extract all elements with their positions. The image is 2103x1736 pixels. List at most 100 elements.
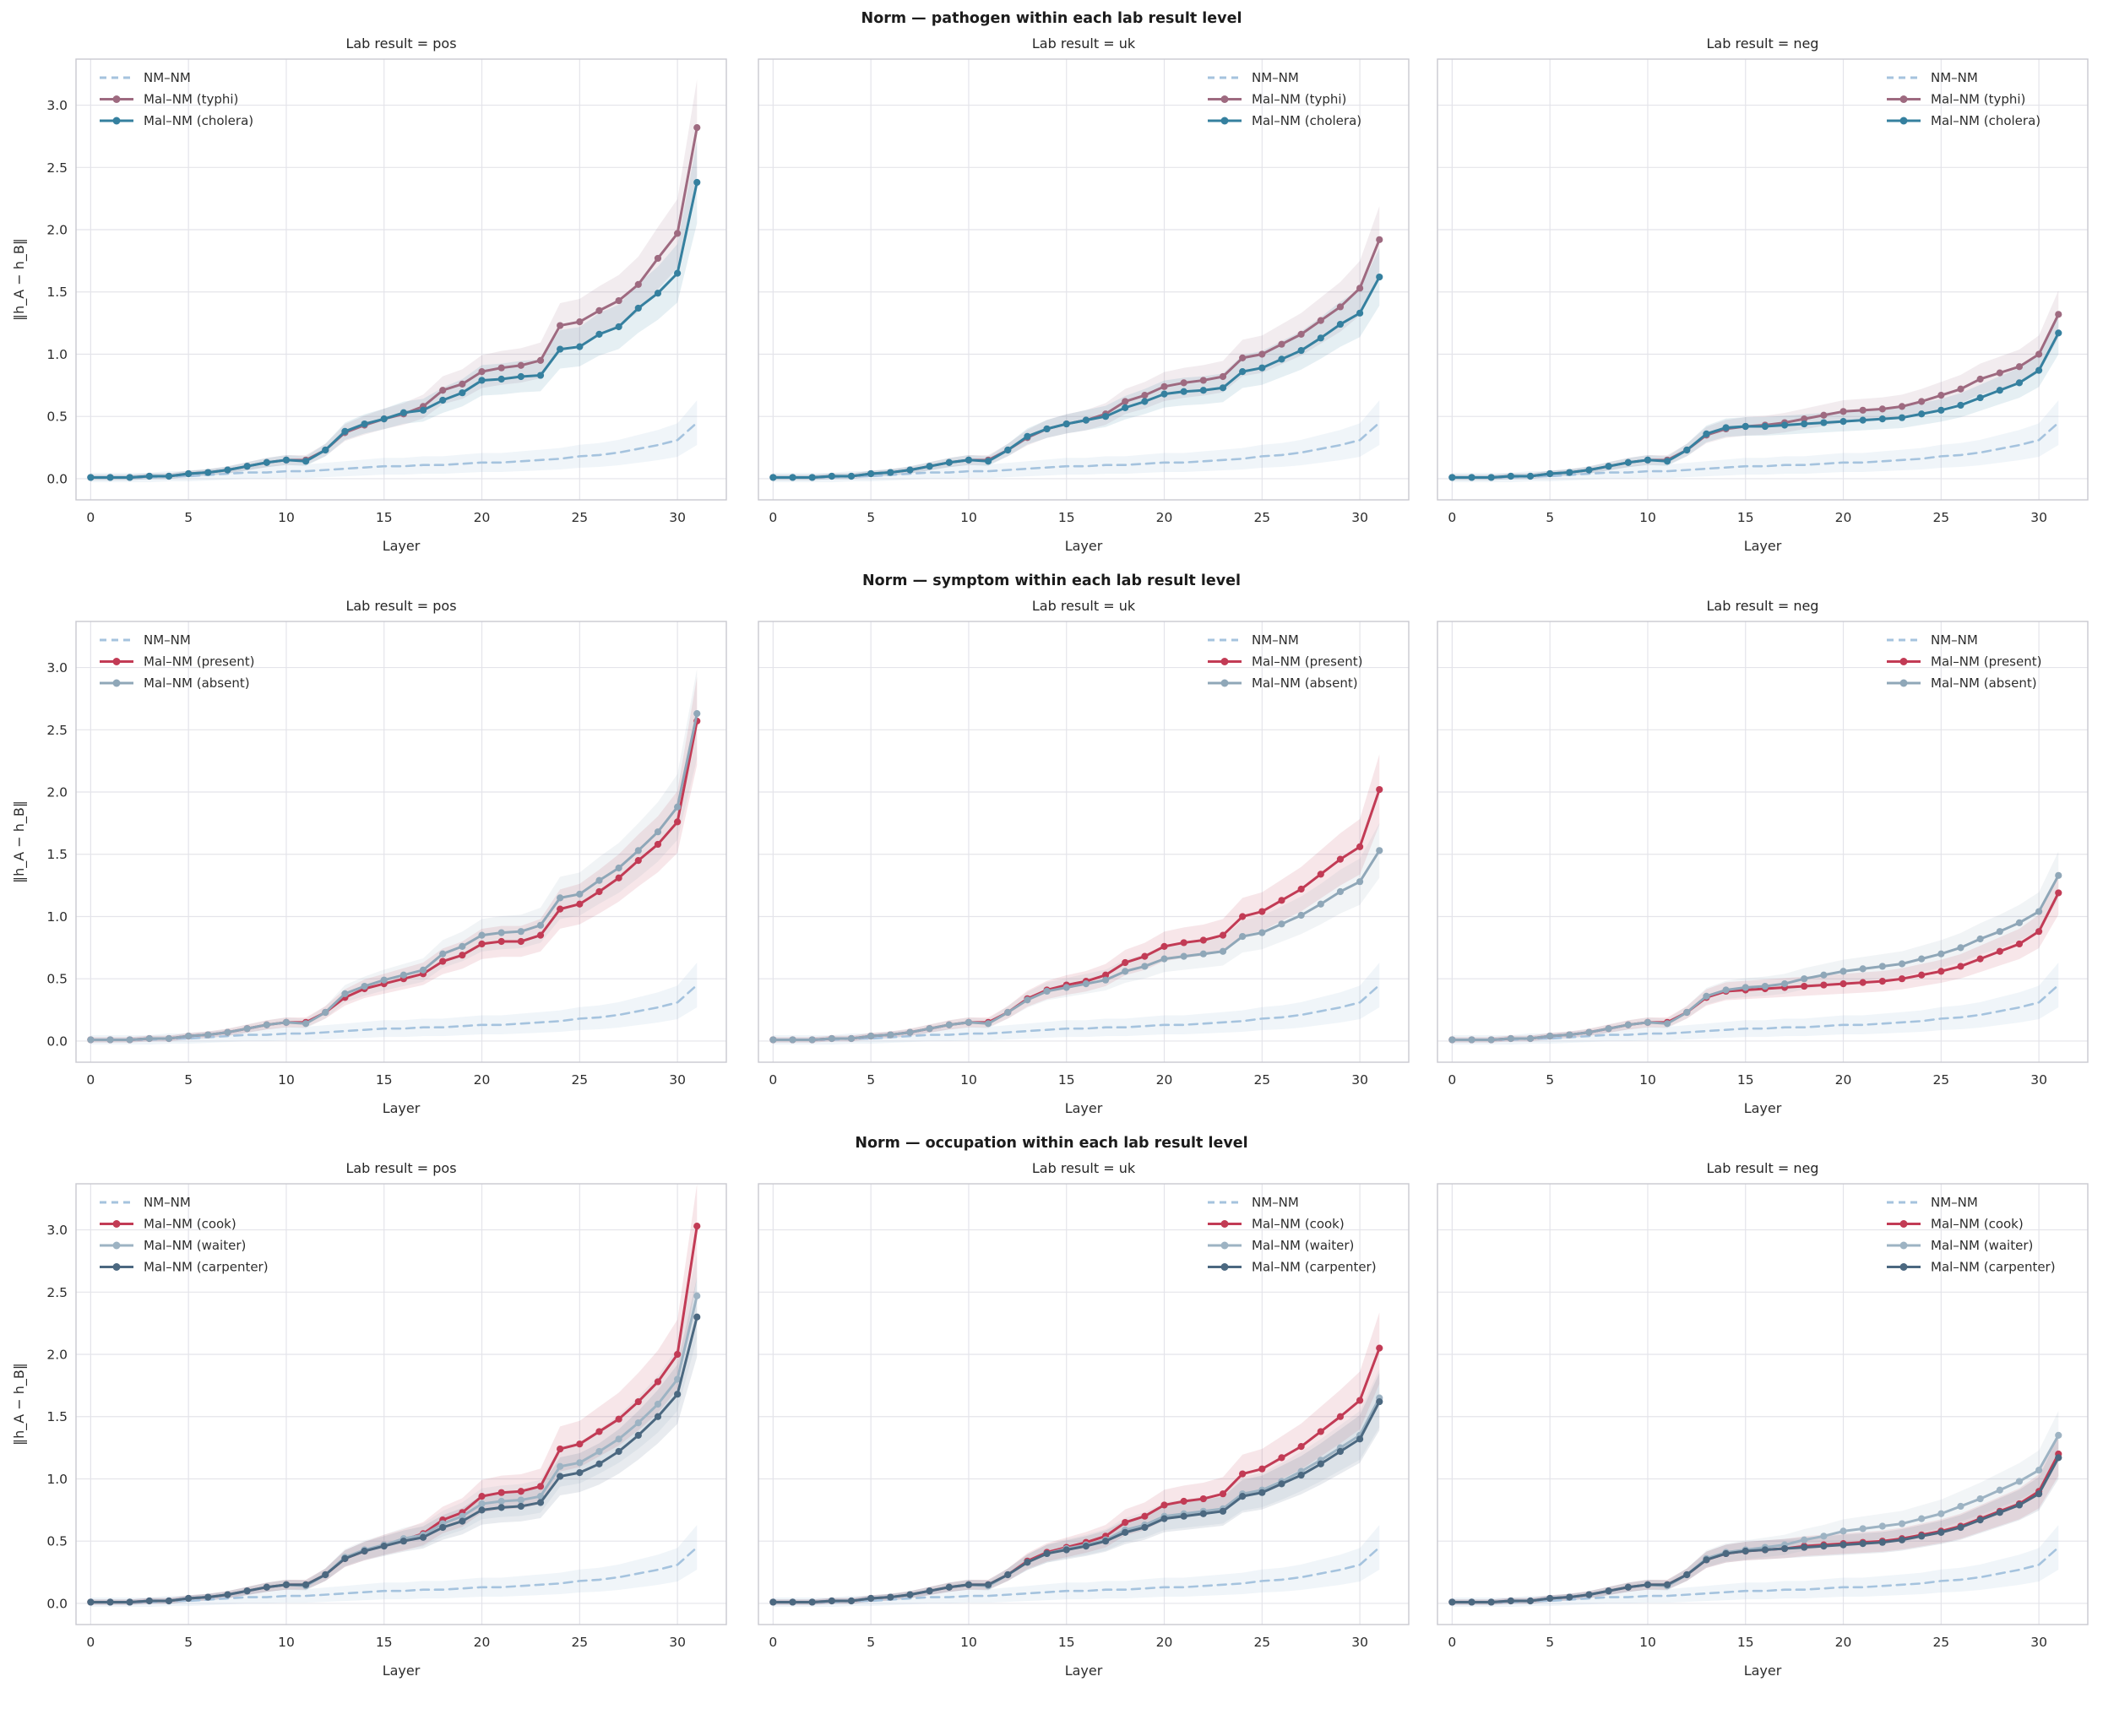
markers-Mal–NM (absent) [1448,871,2062,1044]
subplot-pathogen-neg: Lab result = neg 0 5 10 15 20 25 30 Layer NM–NM M… [1424,34,2098,564]
y-axis-label: ‖h_A − h_B‖ [11,238,28,321]
band-Mal–NM (absent) [90,668,698,1043]
legend-label: Mal–NM (typhi) [1252,92,1346,107]
y-tick-label: 2.5 [46,723,68,738]
x-tick-label: 0 [1448,1072,1456,1088]
subplot-occupation-neg: Lab result = neg 0 5 10 15 20 25 30 Layer NM–NM M… [1424,1158,2098,1689]
x-tick-labels: 0 5 10 15 20 25 30 [1448,1072,2047,1088]
markers-Mal–NM (absent) [87,710,701,1044]
x-axis-label: Layer [1744,1100,1782,1116]
x-tick-label: 15 [1737,1635,1754,1650]
x-tick-label: 30 [2030,510,2047,525]
subplot-occupation-pos: Lab result = pos 0 5 10 15 20 25 30 Layer 0.0 0.5… [2,1158,740,1689]
y-tick-label: 0.5 [46,1534,68,1549]
x-tick-label: 30 [1351,510,1368,525]
facet-row-symptom: Norm — symptom within each lab result le… [0,564,2103,1126]
line-chart: 0 5 10 15 20 25 30 Layer 0.0 0.5 1.0 1.5 2.0 2.5 3.0 ‖h… [11,621,727,1116]
band-Mal–NM (cholera) [773,248,1380,480]
row-suptitle-occupation: Norm — occupation within each lab result… [855,1135,1248,1152]
series-Mal–NM (carpenter) [87,1313,701,1606]
series-NM–NM [1451,421,2060,479]
legend-label: NM–NM [1931,1195,1978,1210]
legend-label: Mal–NM (cook) [1252,1217,1345,1232]
y-tick-label: 1.5 [46,285,68,300]
band-NM–NM [1452,400,2059,483]
y-tick-labels: 0.0 0.5 1.0 1.5 2.0 2.5 3.0 [46,98,68,486]
series-NM–NM [1451,984,2060,1041]
x-tick-labels: 0 5 10 15 20 25 30 [769,1072,1368,1088]
x-tick-label: 25 [1932,510,1949,525]
x-tick-label: 10 [1639,1635,1656,1650]
x-tick-label: 10 [960,510,977,525]
subplot-title: Lab result = neg [1706,598,1819,614]
legend-label: NM–NM [1252,1195,1299,1210]
y-tick-label: 3.0 [46,98,68,113]
band-Mal–NM (typhi) [1452,290,2059,480]
gridlines [758,59,1409,500]
x-tick-labels: 0 5 10 15 20 25 30 [1448,1635,2047,1650]
series-Mal–NM (absent) [1448,871,2062,1044]
legend-label: Mal–NM (cholera) [1931,113,2041,128]
legend-label: Mal–NM (cholera) [1252,113,1361,128]
y-tick-label: 1.0 [46,1472,68,1487]
x-tick-labels: 0 5 10 15 20 25 30 [1448,510,2047,525]
x-tick-label: 5 [867,1072,875,1088]
confidence-bands [90,79,698,483]
x-tick-labels: 0 5 10 15 20 25 30 [769,1635,1368,1650]
subplot-title: Lab result = uk [1031,35,1136,52]
x-tick-label: 10 [960,1635,977,1650]
gridlines [76,59,726,500]
axes-frame [1437,621,2089,1063]
line-chart: 0 5 10 15 20 25 30 Layer NM–NM Mal–NM (present) Ma… [1437,621,2089,1116]
legend-label: NM–NM [144,70,191,85]
x-tick-label: 5 [867,1635,875,1650]
band-NM–NM [90,400,698,483]
band-Mal–NM (present) [773,754,1380,1043]
x-tick-label: 25 [1932,1635,1949,1650]
line-chart: 0 5 10 15 20 25 30 Layer NM–NM Mal–NM (typhi) Mal–… [1437,58,2089,554]
x-tick-label: 20 [1156,1635,1173,1650]
y-tick-label: 1.5 [46,1409,68,1424]
panel-strip: Lab result = pos 0 5 10 15 20 25 30 Layer 0.0 0.5… [0,34,2103,564]
markers-Mal–NM (cholera) [769,273,1383,481]
y-tick-label: 2.5 [46,1285,68,1300]
x-tick-labels: 0 5 10 15 20 25 30 [769,510,1368,525]
band-Mal–NM (cholera) [90,141,698,480]
x-tick-label: 20 [474,1072,491,1088]
x-tick-label: 20 [1835,1072,1852,1088]
legend-label: Mal–NM (waiter) [1931,1238,2033,1253]
x-tick-label: 10 [1639,510,1656,525]
gridlines [758,621,1409,1062]
y-tick-label: 1.5 [46,847,68,862]
subplot-pathogen-uk: Lab result = uk 0 5 10 15 20 25 30 Layer NM–NM Ma… [745,34,1419,564]
y-tick-label: 2.0 [46,785,68,800]
confidence-bands [90,1184,698,1608]
facet-row-occupation: Norm — occupation within each lab result… [0,1126,2103,1689]
x-tick-label: 10 [278,1072,295,1088]
series-NM–NM [90,421,698,479]
line-chart: 0 5 10 15 20 25 30 Layer NM–NM Mal–NM (cook) Mal–N… [758,1183,1410,1679]
row-suptitle-pathogen: Norm — pathogen within each lab result l… [861,10,1242,27]
x-tick-label: 15 [376,1635,393,1650]
series-Mal–NM (carpenter) [1448,1454,2062,1606]
series-Mal–NM (absent) [87,710,701,1044]
legend-label: NM–NM [1931,70,1978,85]
band-Mal–NM (carpenter) [773,1373,1380,1605]
axes-frame [1437,1183,2089,1625]
axes-frame [75,621,727,1063]
x-tick-label: 10 [278,1635,295,1650]
band-Mal–NM (waiter) [1452,1411,2059,1605]
x-tick-label: 30 [1351,1072,1368,1088]
legend-label: NM–NM [1931,632,1978,648]
subplot-title: Lab result = neg [1706,35,1819,52]
y-tick-label: 1.0 [46,909,68,925]
x-tick-label: 30 [669,1635,686,1650]
subplot-title: Lab result = pos [345,598,457,614]
facet-grid-figure: Norm — pathogen within each lab result l… [0,10,2103,1689]
subplot-title: Lab result = pos [345,1160,457,1176]
x-tick-label: 20 [1156,1072,1173,1088]
x-axis-label: Layer [1744,538,1782,554]
legend: NM–NM Mal–NM (typhi) Mal–NM (cholera) [1887,70,2041,128]
band-Mal–NM (cook) [773,1312,1380,1605]
x-tick-label: 10 [278,510,295,525]
